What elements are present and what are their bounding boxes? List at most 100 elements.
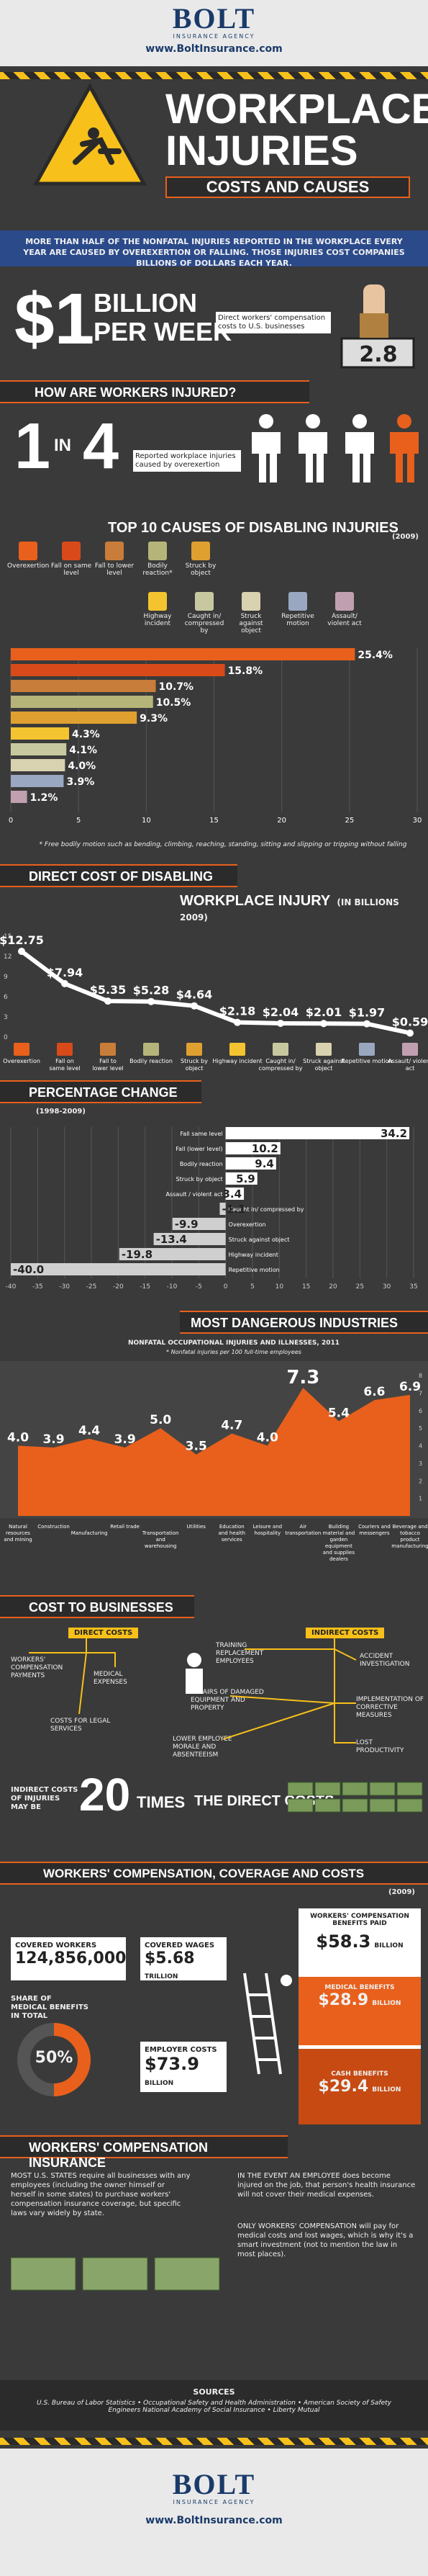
pct-axis-tick: 20 bbox=[329, 1283, 337, 1291]
top10-axis-tick: 30 bbox=[413, 817, 422, 825]
pct-axis-tick: 30 bbox=[383, 1283, 391, 1291]
legend-label: Struck by object bbox=[185, 562, 217, 577]
direct-category-label: Struck by bbox=[181, 1058, 208, 1064]
pct-header: PERCENTAGE CHANGE bbox=[0, 1080, 201, 1103]
warning-sign-icon bbox=[32, 83, 147, 186]
top10-bar bbox=[11, 648, 355, 660]
ins-heading: WORKERS' COMPENSATION INSURANCE bbox=[29, 2140, 208, 2170]
top10-bar bbox=[11, 712, 137, 724]
top10-bar-label: 4.3% bbox=[72, 729, 100, 740]
legend-swatch bbox=[242, 592, 260, 611]
pct-bar-value: 34.2 bbox=[381, 1127, 407, 1140]
direct-category-label: Assault/ violent bbox=[388, 1058, 428, 1064]
pct-bar-label: Overexertion bbox=[229, 1221, 266, 1228]
ins-paragraph2: IN THE EVENT AN EMPLOYEE does become inj… bbox=[237, 2172, 416, 2199]
cost-item-repairs: REPAIRS OF DAMAGED EQUIPMENT AND PROPERT… bbox=[191, 1689, 264, 1712]
pct-axis-tick: -40 bbox=[6, 1283, 17, 1291]
legend-swatch bbox=[62, 542, 81, 560]
footer-url[interactable]: www.BoltInsurance.com bbox=[145, 2515, 283, 2526]
pct-axis-tick: -25 bbox=[86, 1283, 97, 1291]
covered-value: 124,856,000 bbox=[15, 1949, 127, 1967]
pct-axis-tick: 0 bbox=[224, 1283, 228, 1291]
footer-logo[interactable]: BOLT INSURANCE AGENCY bbox=[144, 2470, 284, 2506]
direct-icon bbox=[186, 1043, 202, 1056]
cost-connector-lines bbox=[29, 1638, 357, 1743]
dangerous-category-label: resources bbox=[6, 1530, 30, 1536]
top10-bar-label: 25.4% bbox=[358, 650, 393, 661]
direct-icon bbox=[229, 1043, 245, 1056]
dangerous-value-label: 4.4 bbox=[78, 1424, 100, 1438]
direct-point bbox=[234, 1018, 241, 1026]
logo-subtext: INSURANCE AGENCY bbox=[173, 33, 255, 40]
dangerous-category-label: Manufacturing bbox=[71, 1530, 108, 1536]
employer-unit: BILLION bbox=[145, 2080, 174, 2087]
dangerous-value-label: 7.3 bbox=[286, 1367, 319, 1388]
cost-item-legal: COSTS FOR LEGAL SERVICES bbox=[50, 1718, 111, 1733]
direct-icon bbox=[14, 1043, 29, 1056]
direct-point bbox=[147, 997, 155, 1005]
billion-section: $1 BILLION PER WEEK Direct workers' comp… bbox=[0, 270, 428, 378]
dangerous-category-label: equipment bbox=[325, 1543, 352, 1549]
bolt-logo[interactable]: BOLT INSURANCE AGENCY bbox=[144, 4, 284, 40]
hazard-strip-bottom bbox=[0, 2438, 428, 2445]
wc-section: COVERED WORKERS 124,856,000 COVERED WAGE… bbox=[0, 1901, 428, 2132]
pct-bar-value: 3.4 bbox=[222, 1188, 242, 1201]
dangerous-header: MOST DANGEROUS INDUSTRIES bbox=[180, 1311, 428, 1334]
pct-bar-label: Struck by object bbox=[176, 1176, 223, 1182]
direct-category-label: Fall to bbox=[99, 1058, 117, 1064]
dangerous-category-label: Transportation bbox=[142, 1530, 179, 1536]
dangerous-category-label: Retail trade bbox=[110, 1524, 140, 1530]
legend-item: Fall to lower level bbox=[94, 542, 135, 577]
top10-axis-tick: 5 bbox=[76, 817, 81, 825]
direct-value-label: $5.35 bbox=[90, 983, 127, 997]
direct-category-label: lower level bbox=[92, 1065, 123, 1072]
direct-category-label: Overexertion bbox=[3, 1058, 40, 1064]
direct-icon bbox=[273, 1043, 288, 1056]
wc-heading: WORKERS' COMPENSATION, COVERAGE AND COST… bbox=[43, 1867, 365, 1880]
legend-item: Assault/ violent act bbox=[324, 592, 365, 627]
dangerous-value-label: 5.0 bbox=[150, 1413, 171, 1427]
legend-label: Overexertion bbox=[7, 562, 50, 570]
billion-desc: Direct workers' compensation costs to U.… bbox=[216, 312, 331, 333]
hazard-strip bbox=[0, 72, 428, 79]
pct-heading: PERCENTAGE CHANGE bbox=[29, 1085, 178, 1100]
costbiz-header: COST TO BUSINESSES bbox=[0, 1595, 194, 1618]
cash-benefits-block: CASH BENEFITS $29.4 BILLION bbox=[299, 2049, 421, 2124]
direct-ytick: 9 bbox=[4, 974, 8, 981]
header-url[interactable]: www.BoltInsurance.com bbox=[145, 43, 283, 55]
pct-bar-label: Bodily reaction bbox=[180, 1161, 223, 1167]
direct-ytick: 12 bbox=[4, 953, 12, 961]
dangerous-category-label: transportation bbox=[285, 1530, 321, 1536]
covered-label: COVERED WORKERS bbox=[15, 1942, 97, 1949]
dangerous-category-label: Air bbox=[300, 1524, 307, 1530]
legend-label: Fall to lower level bbox=[94, 562, 135, 577]
legend-label: Highway incident bbox=[143, 613, 172, 627]
dangerous-value-label: 4.0 bbox=[257, 1431, 278, 1445]
direct-icon bbox=[143, 1043, 159, 1056]
top10-chart: 25.4% 15.8% 10.7% 10.5% 9.3% 4.3% 4.1% 4.0% 3.9%… bbox=[9, 648, 422, 825]
top10-legend: Overexertion Fall on same level Fall to lo… bbox=[7, 542, 421, 642]
dangerous-category-label: Natural bbox=[9, 1524, 27, 1530]
how-heading: HOW ARE WORKERS INJURED? bbox=[35, 385, 237, 400]
title-line1: WORKPLACE bbox=[165, 86, 428, 133]
top10-axis-tick: 10 bbox=[142, 817, 151, 825]
money-bills-icon bbox=[11, 2257, 220, 2291]
legend-swatch bbox=[148, 592, 167, 611]
dangerous-category-label: garden bbox=[330, 1537, 348, 1543]
ratio-one: 1 bbox=[14, 410, 51, 483]
pct-bar-label: Fall same level bbox=[181, 1131, 223, 1137]
ins-section: MOST U.S. STATES require all businesses … bbox=[0, 2164, 428, 2380]
pct-bar bbox=[225, 1188, 245, 1200]
covered-workers-card: COVERED WORKERS 124,856,000 bbox=[11, 1937, 126, 1980]
paid-label: WORKERS' COMPENSATION BENEFITS PAID bbox=[310, 1913, 409, 1927]
dangerous-category-label: and bbox=[156, 1537, 165, 1543]
pct-bar-label: Caught in/ compressed by bbox=[229, 1206, 304, 1213]
dangerous-ytick: 6 bbox=[419, 1408, 422, 1414]
direct-ytick: 15 bbox=[4, 933, 12, 941]
cost-item-medical: MEDICAL EXPENSES bbox=[94, 1671, 127, 1686]
indirect-costs-label: INDIRECT COSTS bbox=[306, 1628, 385, 1638]
dangerous-value-label: 5.4 bbox=[328, 1406, 350, 1420]
pct-bar-label: Fall (lower level) bbox=[176, 1146, 222, 1152]
employer-label: EMPLOYER COSTS bbox=[145, 2046, 217, 2054]
legend-swatch bbox=[191, 542, 210, 560]
